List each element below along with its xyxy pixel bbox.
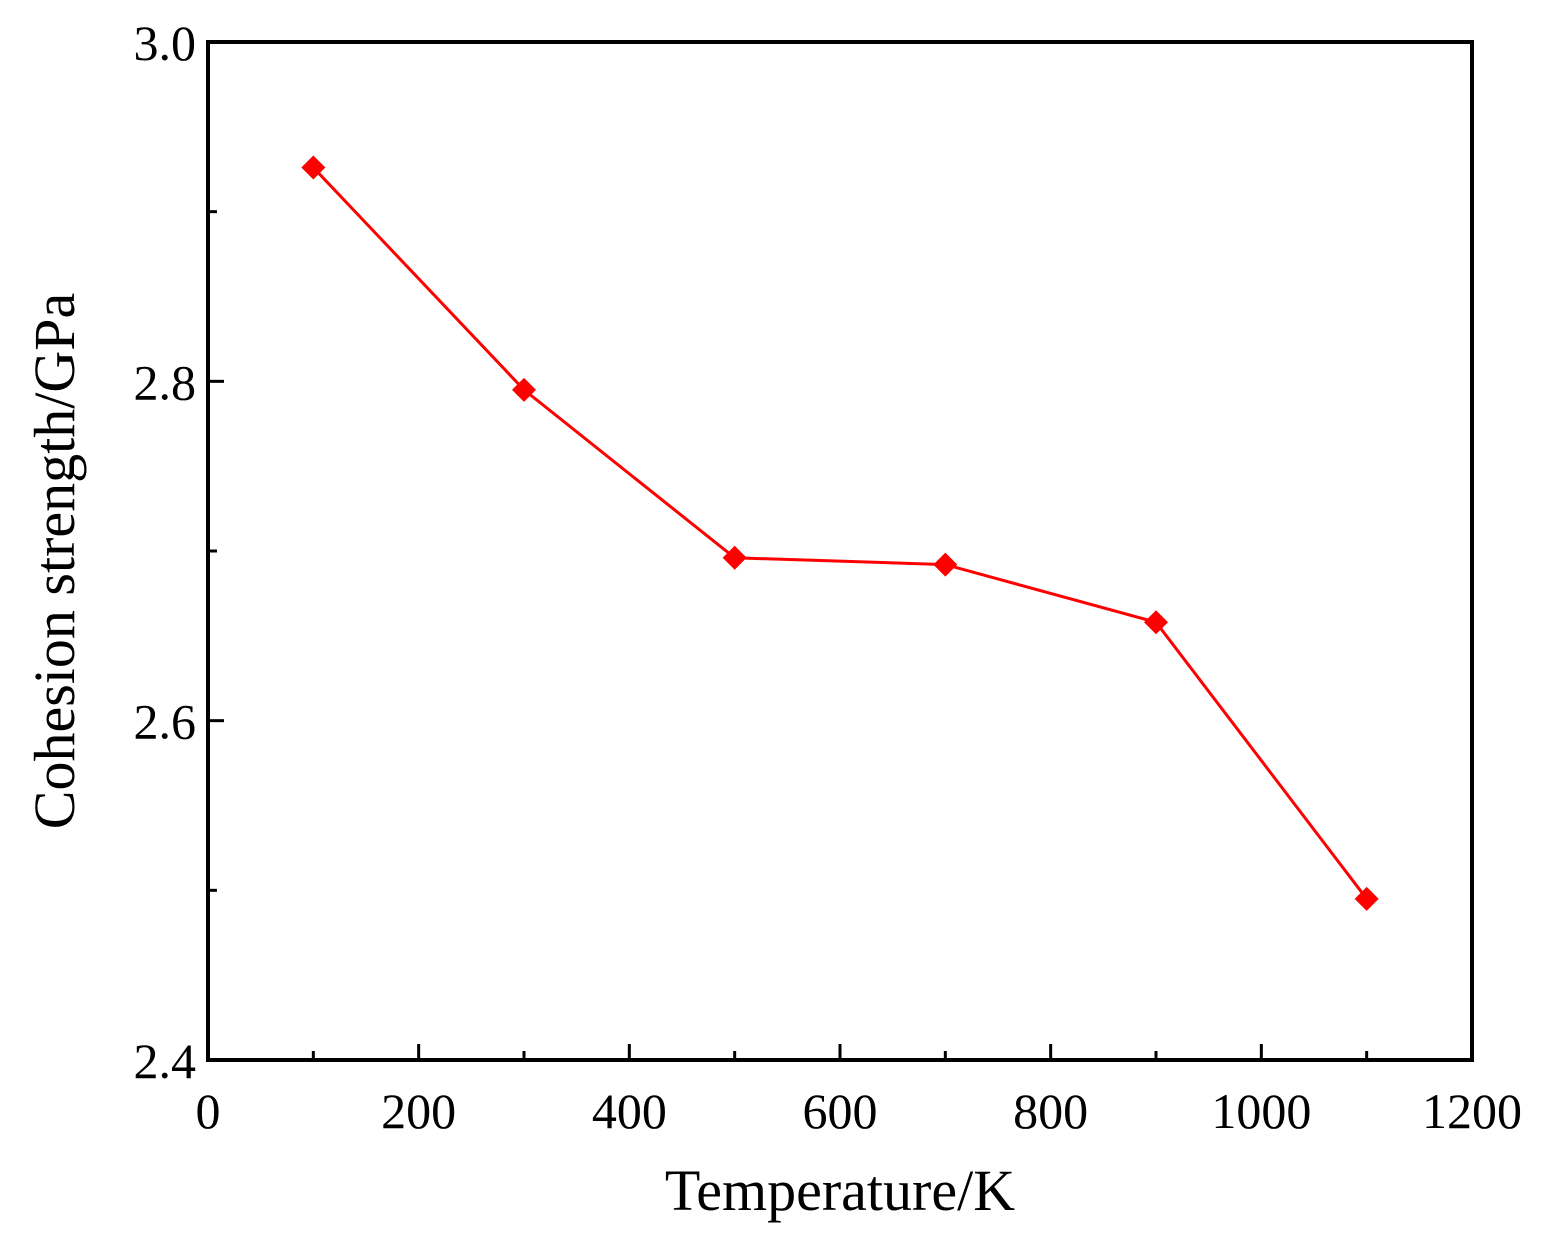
series-line	[312, 166, 1368, 900]
data-point-marker	[722, 545, 747, 570]
x-tick-label: 200	[381, 1083, 456, 1139]
y-tick-label: 2.4	[134, 1033, 197, 1089]
data-point-marker	[1354, 886, 1379, 911]
x-tick-label: 0	[196, 1083, 221, 1139]
x-axis-title: Temperature/K	[665, 1158, 1015, 1223]
y-axis-title: Cohesion strength/GPa	[22, 293, 87, 829]
x-tick-label: 400	[592, 1083, 667, 1139]
plot-frame	[206, 40, 1474, 1062]
x-tick-label: 1200	[1422, 1083, 1522, 1139]
data-point-marker	[512, 377, 536, 402]
y-tick-label: 2.6	[134, 694, 197, 750]
x-tick-label: 800	[1013, 1083, 1088, 1139]
data-series	[301, 155, 1379, 911]
x-tick-label: 600	[803, 1083, 878, 1139]
data-point-marker	[933, 552, 958, 577]
y-tick-label: 3.0	[134, 15, 197, 71]
data-point-marker	[301, 155, 326, 180]
axis-ticks	[206, 40, 1474, 1062]
data-point-marker	[1144, 610, 1168, 635]
x-tick-label: 1000	[1211, 1083, 1311, 1139]
y-tick-label: 2.8	[134, 354, 197, 410]
tick-labels: 0 200 400 600 800 1000 1200 2.4 2.6 2.8 3.0	[134, 15, 1523, 1139]
